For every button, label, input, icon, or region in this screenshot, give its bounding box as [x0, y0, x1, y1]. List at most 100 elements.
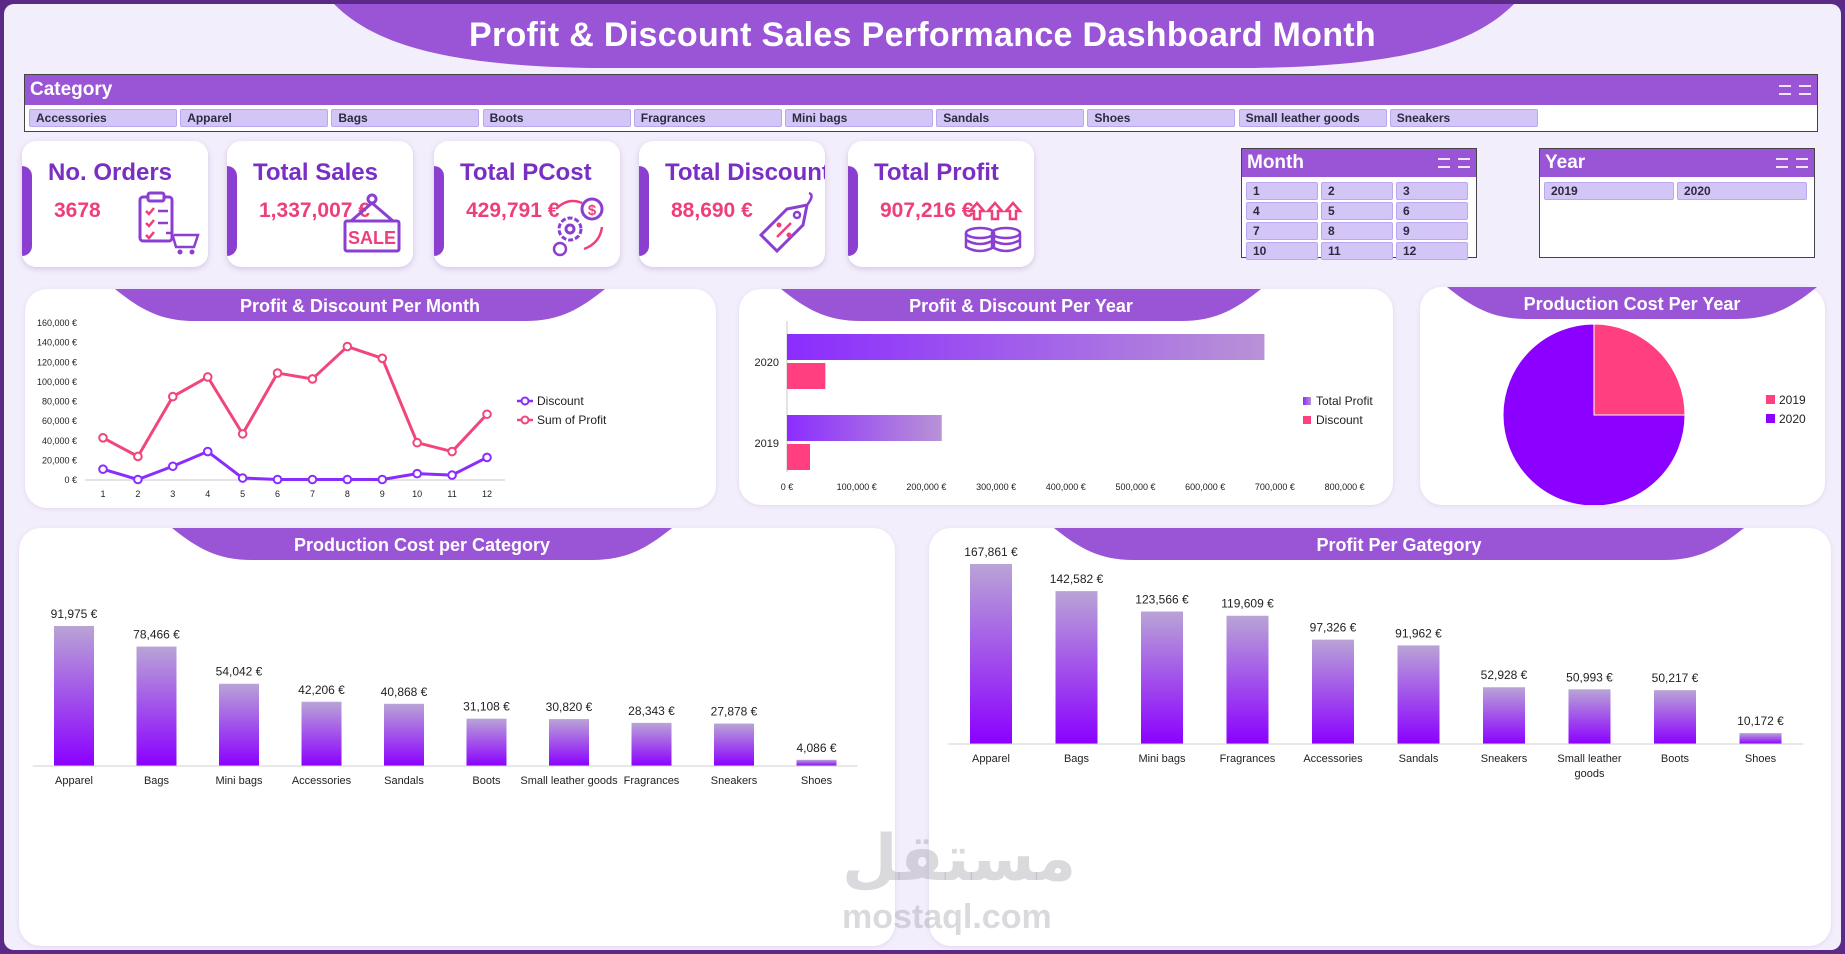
category-label: Sneakers	[711, 775, 758, 787]
bar-total-profit	[787, 334, 1265, 360]
data-point	[202, 372, 213, 382]
kpi-label: Total Profit	[874, 159, 999, 186]
panel-title: Production Cost Per Year	[1524, 294, 1741, 314]
month-chip[interactable]: 6	[1396, 202, 1468, 220]
sale-sign-icon: SALE	[343, 193, 401, 253]
category-chip[interactable]: Fragrances	[633, 109, 782, 127]
data-point	[98, 433, 108, 443]
month-chip[interactable]: 7	[1246, 222, 1318, 240]
data-point	[98, 464, 108, 475]
kpi-card: No. Orders 3678	[22, 141, 208, 267]
x-tick-label: 8	[345, 489, 350, 499]
y-tick-label: 100,000 €	[37, 377, 77, 387]
data-label: 54,042 €	[216, 665, 263, 679]
bar	[1312, 639, 1354, 744]
bar	[970, 564, 1012, 744]
month-chip[interactable]: 11	[1321, 242, 1393, 260]
data-point	[377, 353, 388, 364]
x-tick-label: 700,000 €	[1255, 482, 1295, 492]
x-tick-label: 0 €	[781, 482, 794, 492]
category-label: Fragrances	[1220, 753, 1276, 765]
y-tick-label: 0 €	[64, 475, 77, 485]
category-chip[interactable]: Small leather goods	[1238, 109, 1387, 127]
category-label: Apparel	[55, 775, 93, 787]
watermark-arabic: مستقل	[842, 822, 1077, 896]
month-chip[interactable]: 12	[1396, 242, 1468, 260]
category-chip[interactable]: Sandals	[936, 109, 1085, 127]
multi-select-icon[interactable]	[1438, 158, 1450, 168]
month-chip[interactable]: 1	[1246, 182, 1318, 200]
category-chip[interactable]: Boots	[482, 109, 631, 127]
data-point	[447, 470, 457, 480]
month-chip[interactable]: 5	[1321, 202, 1393, 220]
bar	[466, 718, 507, 766]
year-chip[interactable]: 2020	[1677, 182, 1807, 200]
month-chip[interactable]: 9	[1396, 222, 1468, 240]
month-chip[interactable]: 3	[1396, 182, 1468, 200]
x-tick-label: 800,000 €	[1325, 482, 1365, 492]
data-label: 123,566 €	[1135, 592, 1189, 606]
clear-filter-icon[interactable]	[1458, 158, 1470, 168]
panel-profit-discount-year: Profit & Discount Per Year 0 € 100,000 € 20…	[739, 289, 1393, 505]
data-point	[237, 473, 248, 483]
category-label: Boots	[1661, 753, 1690, 765]
data-point	[133, 474, 143, 485]
x-tick-label: 400,000 €	[1046, 482, 1086, 492]
category-chip[interactable]: Shoes	[1087, 109, 1236, 127]
category-chip[interactable]: Mini bags	[785, 109, 933, 127]
data-point	[272, 368, 283, 378]
clipboard-cart-icon	[138, 191, 200, 255]
y-tick-label: 140,000 €	[37, 338, 77, 348]
x-tick-label: 200,000 €	[906, 482, 946, 492]
data-label: 27,878 €	[711, 705, 758, 719]
panel-profit-discount-month: Profit & Discount Per Month 0 € 20,000 € 40…	[25, 289, 716, 508]
year-slicer-header: Year	[1540, 149, 1814, 177]
category-chip[interactable]: Bags	[331, 109, 480, 127]
bar	[136, 646, 177, 766]
data-point	[307, 374, 318, 384]
panel-pcost-category: Production Cost per Category 91,975 € Appa…	[19, 528, 895, 946]
bar	[796, 759, 837, 766]
category-label: Small leather goods	[1557, 753, 1622, 780]
svg-text:SALE: SALE	[348, 228, 396, 248]
bar	[1568, 689, 1611, 744]
x-tick-label: 12	[482, 489, 492, 499]
data-label: 4,086 €	[796, 741, 836, 755]
bar	[1141, 611, 1183, 744]
kpi-accent	[639, 166, 649, 256]
x-tick-label: 600,000 €	[1185, 482, 1225, 492]
data-point	[342, 474, 353, 485]
multi-select-icon[interactable]	[1779, 85, 1791, 95]
bar	[1654, 690, 1696, 744]
category-chip[interactable]: Accessories	[29, 109, 177, 127]
multi-select-icon[interactable]	[1776, 158, 1788, 168]
data-point	[342, 341, 353, 352]
bar	[714, 723, 754, 766]
data-label: 78,466 €	[133, 628, 180, 642]
chart-pcost-category: Production Cost per Category 91,975 € Appa…	[32, 528, 858, 787]
category-label: Boots	[472, 775, 501, 787]
clear-filter-icon[interactable]	[1796, 158, 1808, 168]
data-point	[237, 429, 248, 439]
month-chip[interactable]: 8	[1321, 222, 1393, 240]
bar-total-profit	[787, 415, 942, 441]
chart-profit-discount-year: Profit & Discount Per Year 0 € 100,000 € 20…	[755, 289, 1373, 492]
legend-label: Discount	[537, 394, 584, 408]
kpi-value: 88,690 €	[671, 199, 753, 222]
panel-title: Profit & Discount Per Year	[909, 296, 1133, 316]
month-chip[interactable]: 2	[1321, 182, 1393, 200]
kpi-value: 429,791 €	[466, 199, 560, 222]
category-chip[interactable]: Apparel	[180, 109, 329, 127]
y-tick-label: 40,000 €	[42, 436, 77, 446]
clear-filter-icon[interactable]	[1799, 85, 1811, 95]
bar-discount	[787, 444, 811, 470]
month-chip[interactable]: 4	[1246, 202, 1318, 220]
category-label: Mini bags	[1138, 753, 1186, 765]
category-chip[interactable]: Sneakers	[1389, 109, 1538, 127]
month-chip[interactable]: 10	[1246, 242, 1318, 260]
kpi-value: 3678	[54, 199, 101, 222]
year-chip[interactable]: 2019	[1544, 182, 1674, 200]
data-label: 28,343 €	[628, 704, 675, 718]
bar-discount	[787, 363, 826, 389]
data-label: 167,861 €	[964, 545, 1018, 559]
